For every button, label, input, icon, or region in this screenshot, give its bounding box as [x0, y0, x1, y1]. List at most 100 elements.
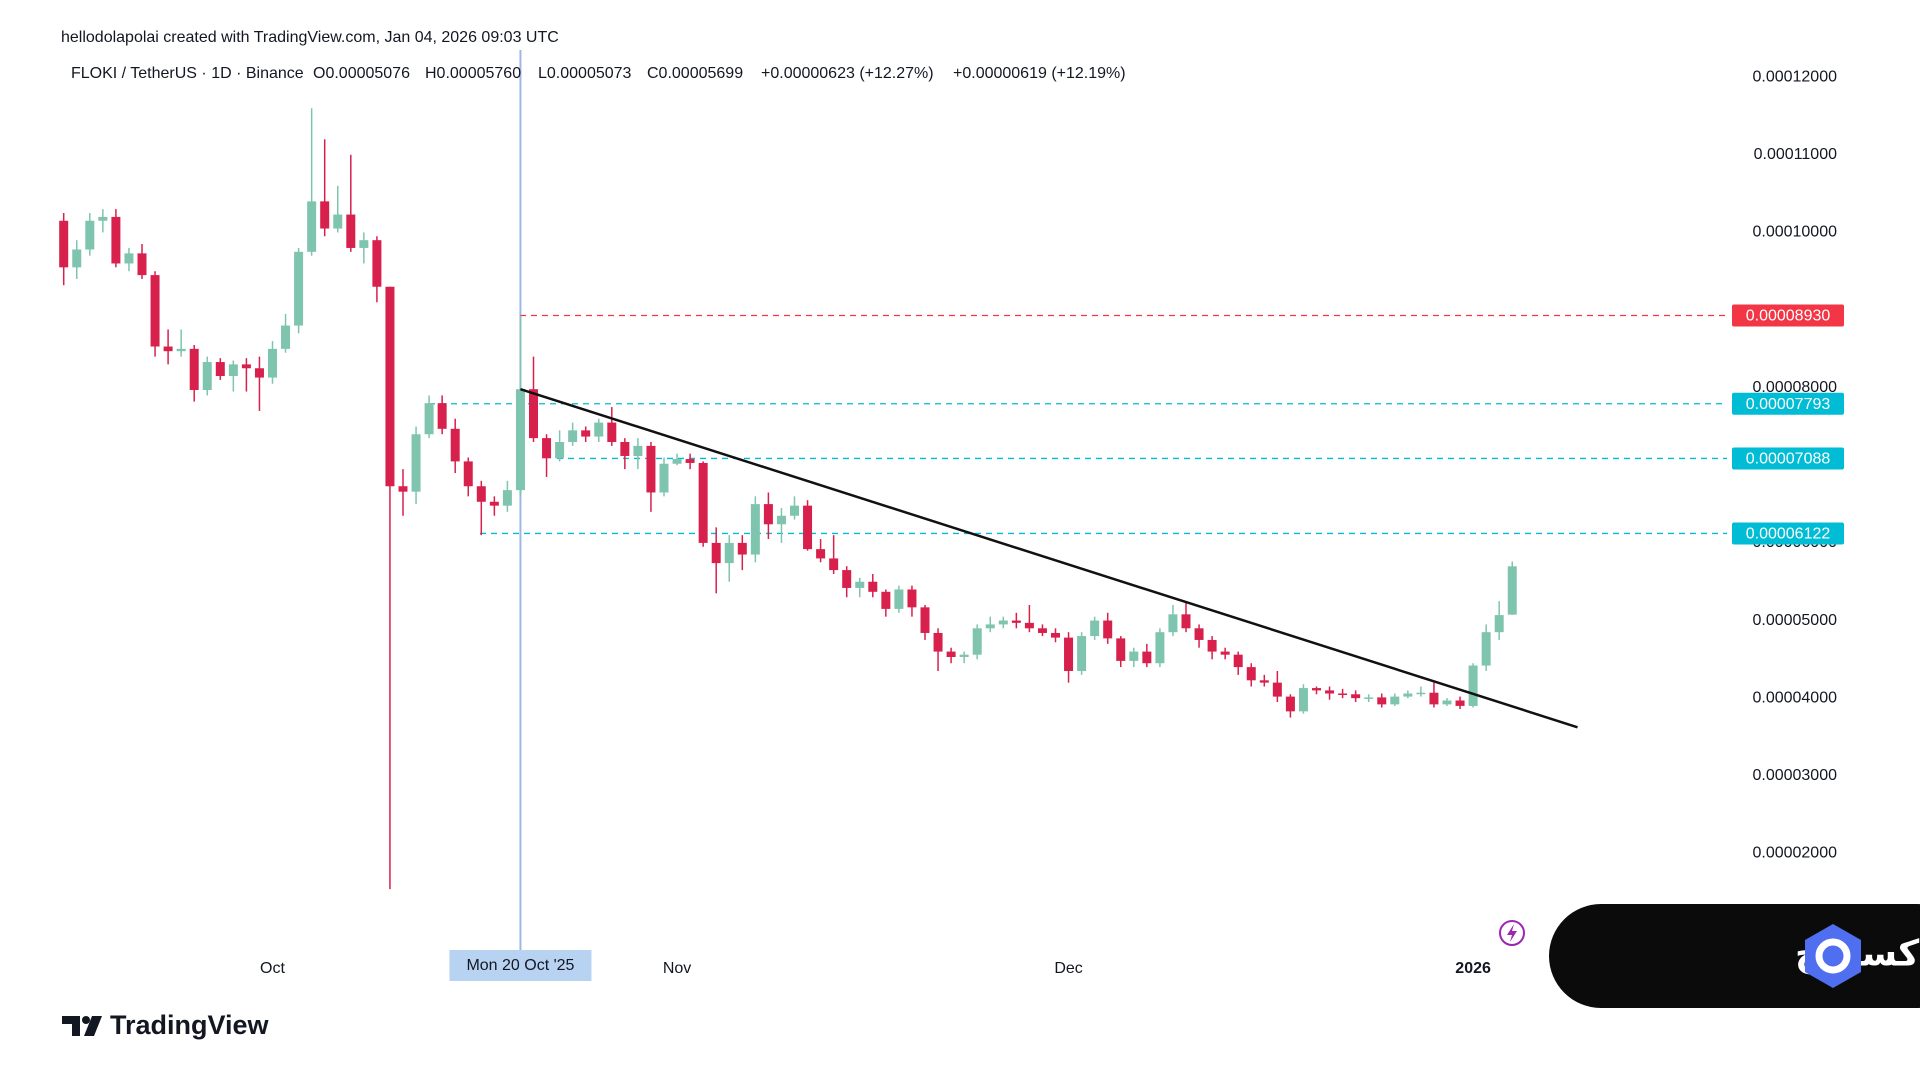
y-tick-label: 0.00002000: [1752, 845, 1837, 862]
logo-text: TradingView: [110, 1010, 270, 1040]
candle-body: [398, 486, 408, 492]
candle-body: [333, 214, 343, 229]
candle-body: [437, 403, 447, 429]
lightning-bolt: [1507, 924, 1517, 942]
logo-mark-2: [84, 1016, 102, 1036]
candle-body: [1442, 700, 1452, 705]
candles-layer: [59, 108, 1517, 890]
candle-body: [476, 486, 486, 502]
level-label: 0.00007088: [1746, 451, 1831, 468]
candle-body: [1246, 667, 1256, 681]
lightning-icon[interactable]: [1499, 920, 1525, 946]
candle-body: [607, 422, 617, 442]
candle-body: [1390, 696, 1400, 705]
candle-body: [215, 362, 225, 377]
candle-body: [581, 430, 591, 437]
candle-body: [372, 240, 382, 287]
trendline: [520, 388, 1578, 729]
x-tick-label: 2026: [1455, 960, 1491, 977]
x-tick-label: Nov: [663, 960, 691, 977]
candle-body: [307, 201, 317, 252]
candle-body: [489, 501, 499, 506]
candle-body: [1220, 651, 1230, 655]
candle-body: [972, 628, 982, 655]
candle-body: [1325, 690, 1335, 694]
crosshair-label: Mon 20 Oct '25: [466, 957, 574, 974]
candle-body: [1285, 696, 1295, 712]
candle-body: [72, 249, 82, 268]
candle-body: [1168, 614, 1178, 633]
candle-body: [698, 462, 708, 543]
candle-body: [542, 438, 552, 459]
candle-body: [1024, 622, 1034, 629]
candle-body: [776, 515, 786, 525]
candle-body: [659, 463, 669, 493]
candle-body: [737, 542, 747, 555]
candle-body: [985, 624, 995, 629]
candle-body: [1364, 697, 1374, 699]
candle-body: [555, 441, 565, 459]
candle-body: [163, 346, 173, 352]
candle-body: [1298, 688, 1308, 712]
candle-body: [1481, 632, 1491, 666]
candle-body: [1351, 694, 1361, 699]
candle-body: [98, 216, 108, 221]
candle-body: [150, 275, 160, 347]
candle-body: [959, 654, 969, 658]
candle-body: [724, 542, 734, 564]
lines-layer: [429, 50, 1727, 950]
candle-body: [1416, 692, 1426, 695]
candle-body: [515, 389, 525, 491]
y-tick-label: 0.00004000: [1752, 689, 1837, 706]
ohlc-high: H0.00005760: [425, 65, 521, 82]
candle-body: [1037, 628, 1047, 633]
candle-body: [920, 607, 930, 633]
candle-body: [241, 364, 251, 369]
candle-body: [137, 253, 147, 276]
candle-body: [907, 589, 917, 608]
candle-body: [1207, 639, 1217, 652]
candle-body: [1272, 682, 1282, 697]
candle-body: [124, 253, 134, 264]
candle-body: [1429, 692, 1439, 705]
candle-body: [1116, 638, 1126, 661]
lightning-circle: [1499, 920, 1525, 946]
candle-body: [202, 362, 212, 390]
candle-body: [1142, 651, 1152, 664]
candle-body: [1155, 632, 1165, 664]
candle-body: [281, 325, 291, 349]
candle-body: [85, 220, 95, 250]
ohlc-change-2: +0.00000619 (+12.19%): [953, 65, 1126, 82]
badge-icon: [1805, 924, 1861, 988]
candle-body: [502, 490, 512, 506]
candle-body: [685, 459, 695, 463]
symbol: FLOKI / TetherUS · 1D · Binance: [71, 65, 304, 82]
logo-mark-1: [62, 1016, 80, 1036]
level-label: 0.00008930: [1746, 308, 1831, 325]
candle-body: [176, 348, 186, 352]
candle-body: [711, 542, 721, 564]
candle-body: [829, 558, 839, 571]
candle-body: [450, 428, 460, 462]
level-label: 0.00007793: [1746, 396, 1831, 413]
level-label-bg: [1732, 522, 1844, 545]
candle-body: [998, 620, 1008, 625]
exchange-badge: اوکی اکسچنج: [1549, 904, 1920, 1008]
candle-body: [881, 591, 891, 609]
candle-body: [1455, 700, 1465, 706]
candle-body: [385, 286, 395, 487]
candle-body: [411, 434, 421, 492]
candle-body: [1129, 651, 1139, 661]
candle-body: [1468, 665, 1478, 706]
candle-body: [254, 368, 264, 378]
candle-body: [594, 422, 604, 437]
level-label-bg: [1732, 304, 1844, 327]
level-label: 0.00006122: [1746, 526, 1831, 543]
candle-body: [842, 570, 852, 588]
candle-body: [894, 589, 904, 609]
ohlc-open: O0.00005076: [313, 65, 410, 82]
candle-body: [750, 504, 760, 555]
level-label-bg: [1732, 447, 1844, 470]
